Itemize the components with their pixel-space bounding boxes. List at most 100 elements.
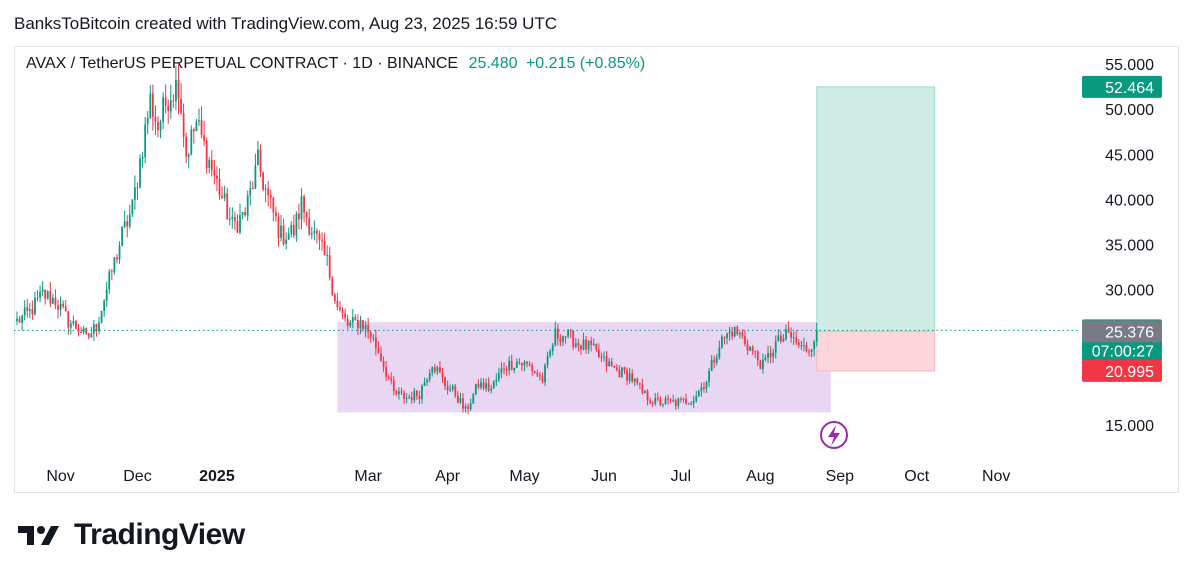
candle-body: [726, 333, 728, 339]
candle-body: [216, 175, 218, 179]
candle-body: [67, 311, 70, 328]
candle-body: [487, 383, 490, 391]
candle-body: [503, 368, 505, 370]
candle-body: [151, 93, 154, 117]
candle-body: [139, 158, 141, 188]
candle-body: [551, 345, 554, 352]
stop-zone[interactable]: [816, 330, 936, 372]
candle-body: [141, 157, 144, 159]
candle-body: [200, 120, 203, 136]
candle-body: [113, 257, 116, 273]
candle-body: [497, 372, 500, 380]
candle-body: [195, 121, 198, 132]
candle-body: [257, 149, 259, 166]
candle-body: [433, 367, 436, 372]
candle-body: [295, 213, 298, 236]
candle-body: [351, 316, 354, 323]
candle-body: [367, 325, 370, 333]
candle-body: [249, 188, 252, 196]
candle-body: [385, 366, 388, 377]
candle-body: [779, 335, 782, 342]
candle-body: [615, 367, 618, 371]
price-label-bg: [1082, 75, 1162, 98]
candle-body: [523, 361, 526, 366]
candle-body: [280, 225, 282, 238]
candle-body: [110, 271, 113, 273]
candle-body: [764, 357, 767, 360]
candle-body: [231, 216, 234, 219]
candle-body: [513, 367, 516, 371]
candle-body: [241, 212, 244, 215]
candle-body: [626, 370, 628, 381]
y-tick-label: 45.000: [1105, 147, 1154, 164]
candle-body: [808, 351, 810, 353]
event-marker[interactable]: [820, 421, 848, 449]
price-change: +0.215 (+0.85%): [525, 55, 646, 72]
candle-body: [567, 329, 570, 337]
candle-body: [398, 391, 400, 395]
x-tick-label: Mar: [354, 468, 382, 485]
candle-body: [126, 221, 129, 227]
candle-body: [28, 309, 31, 311]
candle-body: [451, 386, 454, 390]
candle-body: [790, 331, 793, 338]
candle-body: [300, 196, 303, 220]
candle-body: [792, 337, 795, 339]
candle-body: [667, 398, 669, 400]
x-tick-label: Aug: [746, 468, 774, 485]
candle-body: [254, 165, 257, 189]
candle-body: [72, 321, 75, 324]
candle-body: [364, 325, 367, 330]
candle-body: [528, 363, 531, 366]
candle-body: [638, 383, 641, 385]
candle-body: [797, 342, 800, 346]
candle-body: [644, 390, 646, 394]
candle-body: [718, 347, 721, 358]
target-zone[interactable]: [816, 86, 936, 332]
candle-body: [98, 322, 100, 332]
candle-body: [44, 289, 47, 299]
candle-body: [269, 195, 272, 198]
tradingview-logo: TradingView: [18, 518, 245, 552]
candle-body: [562, 336, 564, 342]
candle-body: [449, 389, 452, 391]
price-label-target: 52.464: [1082, 75, 1162, 98]
candle-body: [467, 406, 470, 410]
candle-body: [751, 346, 754, 352]
candle-body: [646, 390, 649, 401]
candle-body: [769, 353, 772, 357]
candle-body: [744, 336, 746, 345]
candle-body: [287, 233, 290, 240]
candle-body: [187, 154, 190, 157]
candle-body: [569, 329, 572, 331]
chart-frame[interactable]: [14, 46, 1179, 493]
candle-body: [541, 376, 544, 383]
candle-body: [157, 121, 159, 131]
candle-body: [774, 341, 777, 353]
candle-body: [318, 233, 321, 240]
candle-body: [574, 343, 577, 348]
candle-body: [46, 291, 49, 299]
candle-body: [377, 348, 380, 354]
candle-body: [400, 391, 403, 393]
candle-body: [469, 403, 472, 410]
price-label-value: 52.464: [1105, 80, 1154, 97]
x-tick-label: Nov: [46, 468, 74, 485]
candle-body: [203, 135, 206, 141]
x-tick-label: Jun: [591, 468, 617, 485]
candle-body: [500, 368, 503, 373]
y-tick-label: 55.000: [1105, 57, 1154, 74]
candle-body: [169, 100, 172, 112]
candle-body: [754, 351, 757, 353]
candle-body: [418, 396, 421, 400]
candle-body: [564, 336, 567, 338]
price-label-entry: 25.376: [1082, 320, 1162, 343]
candle-body: [264, 188, 267, 190]
candle-body: [95, 323, 98, 332]
candle-body: [192, 129, 195, 132]
candle-body: [39, 291, 41, 298]
candle-body: [510, 360, 513, 371]
candle-body: [705, 382, 708, 389]
candle-body: [18, 318, 21, 323]
